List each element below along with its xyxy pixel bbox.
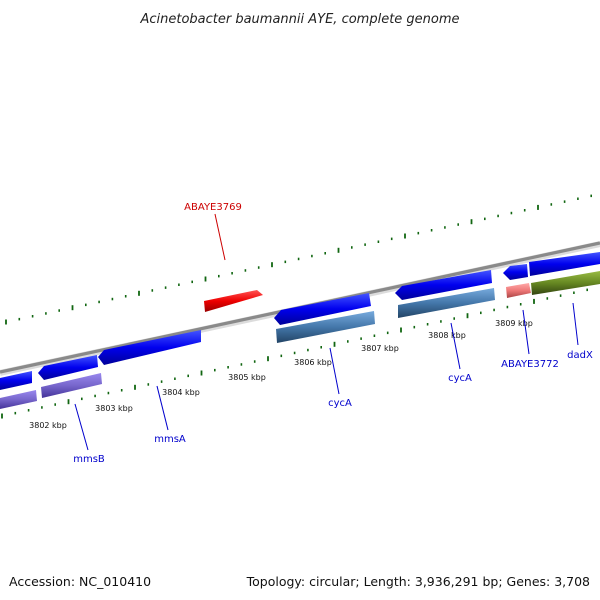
tick-label-3802: 3802 kbp [29, 421, 67, 430]
map-title: Acinetobacter baumannii AYE, complete ge… [139, 12, 459, 27]
tick-label-3803: 3803 kbp [95, 404, 133, 413]
label-cyca-1[interactable]: cycA [328, 398, 352, 409]
gene-cds-cyca-2[interactable] [395, 270, 492, 300]
label-abaye3769[interactable]: ABAYE3769 [184, 202, 242, 213]
gene-cds-mmsb[interactable] [38, 355, 98, 380]
gene-cds-left-edge[interactable] [0, 371, 32, 390]
feature-steel-cyca-2[interactable] [398, 288, 495, 318]
gene-cds-abaye3772[interactable] [503, 264, 528, 280]
forward-strand-features [204, 252, 600, 312]
gene-forward-right[interactable] [529, 252, 600, 276]
label-leaders [74, 213, 579, 451]
tick-label-3805: 3805 kbp [228, 373, 266, 382]
feature-olive-dadx[interactable] [531, 271, 600, 295]
tick-label-3807: 3807 kbp [361, 344, 399, 353]
feature-purple-left[interactable] [0, 390, 37, 409]
topology-summary: Topology: circular; Length: 3,936,291 bp… [246, 574, 590, 589]
gene-labels: ABAYE3769 mmsB mmsA cycA cycA ABAYE3772 … [73, 202, 593, 465]
gene-cds-cyca-1[interactable] [274, 293, 371, 325]
feature-pink-abaye3772[interactable] [506, 283, 531, 298]
feature-purple-mmsb[interactable] [41, 373, 102, 398]
accession-text: Accession: NC_010410 [9, 574, 151, 589]
label-mmsa[interactable]: mmsA [154, 434, 186, 445]
tick-label-3809: 3809 kbp [495, 319, 533, 328]
tick-label-3808: 3808 kbp [428, 331, 466, 340]
gene-abaye3769[interactable] [204, 290, 263, 312]
gene-cds-mmsa[interactable] [98, 330, 201, 365]
label-mmsb[interactable]: mmsB [73, 454, 105, 465]
tick-label-3804: 3804 kbp [162, 388, 200, 397]
label-cyca-2[interactable]: cycA [448, 373, 472, 384]
lower-tick-track [1, 288, 589, 419]
label-dadx[interactable]: dadX [567, 350, 593, 361]
label-abaye3772[interactable]: ABAYE3772 [501, 359, 559, 370]
feature-steel-cyca-1[interactable] [276, 311, 375, 343]
scale-labels: 3802 kbp 3803 kbp 3804 kbp 3805 kbp 3806… [29, 319, 533, 430]
upper-tick-track [5, 194, 593, 325]
reverse-strand-cds [0, 264, 528, 390]
reverse-strand-features [0, 271, 600, 409]
tick-label-3806: 3806 kbp [294, 358, 332, 367]
